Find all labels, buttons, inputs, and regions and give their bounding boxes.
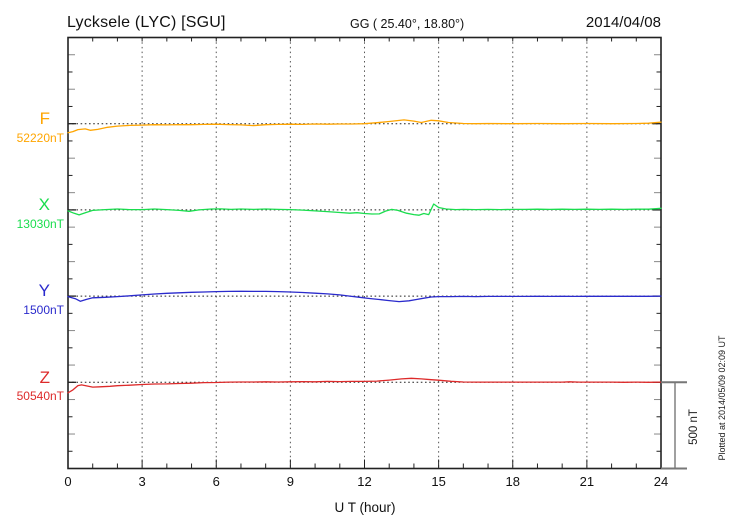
plotted-at-note: Plotted at 2014/05/09 02:09 UT xyxy=(717,335,727,461)
curve-F xyxy=(67,119,662,134)
x-tick-label-24: 24 xyxy=(653,474,669,489)
x-tick-label-15: 15 xyxy=(431,474,446,489)
component-baseline-Y: 1500nT xyxy=(23,303,64,317)
component-baseline-X: 13030nT xyxy=(16,217,64,231)
x-axis-label: U T (hour) xyxy=(334,500,396,515)
x-tick-label-6: 6 xyxy=(212,474,220,489)
plot-date: 2014/04/08 xyxy=(585,14,661,31)
geographic-coordinates: GG ( 25.40°, 18.80°) xyxy=(350,17,465,31)
curve-Y xyxy=(67,290,662,303)
curve-X xyxy=(67,203,662,216)
component-letter-Y: Y xyxy=(38,281,50,300)
component-letter-Z: Z xyxy=(39,368,50,387)
x-tick-label-12: 12 xyxy=(357,474,372,489)
component-letter-F: F xyxy=(39,109,50,128)
component-letter-X: X xyxy=(38,195,50,214)
scale-bar-label: 500 nT xyxy=(688,409,700,445)
x-tick-label-0: 0 xyxy=(64,474,72,489)
component-baseline-F: 52220nT xyxy=(16,131,64,145)
component-baseline-Z: 50540nT xyxy=(16,389,64,403)
x-tick-label-9: 9 xyxy=(286,474,294,489)
curve-Z xyxy=(67,377,662,394)
station-title: Lycksele (LYC) [SGU] xyxy=(67,14,226,31)
x-tick-label-21: 21 xyxy=(579,474,595,489)
x-tick-label-18: 18 xyxy=(505,474,520,489)
x-tick-label-3: 3 xyxy=(138,474,146,489)
